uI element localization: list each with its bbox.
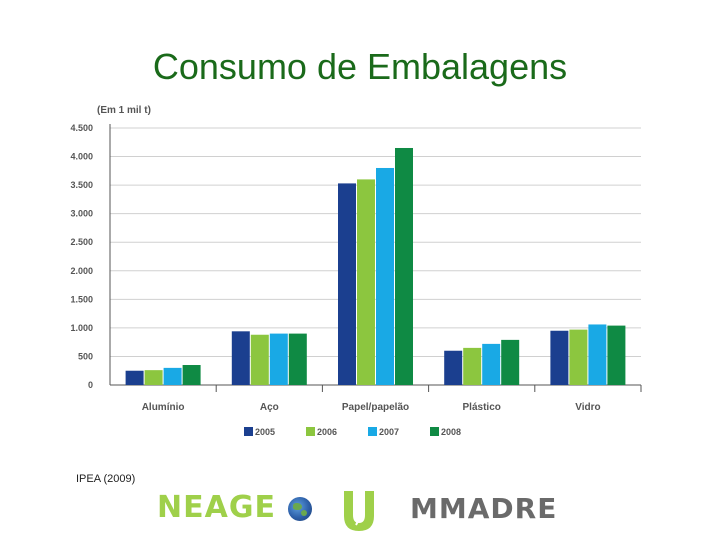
y-tick-label: 1.000: [70, 323, 93, 333]
bar-2006: [569, 329, 588, 385]
bar-2005: [444, 350, 463, 385]
y-tick-label: 500: [78, 351, 93, 361]
x-category-label: Vidro: [575, 402, 600, 413]
legend-label-2007: 2007: [379, 427, 399, 437]
y-tick-label: 3.500: [70, 180, 93, 190]
y-tick-label: 3.000: [70, 209, 93, 219]
bar-2007: [482, 343, 501, 385]
x-category-label: Aço: [260, 402, 279, 413]
y-tick-label: 1.500: [70, 294, 93, 304]
legend-swatch-2007: [368, 427, 377, 436]
bar-2007: [376, 167, 394, 385]
bar-2006: [250, 334, 269, 385]
bar-2006: [357, 179, 375, 385]
bar-2006: [144, 370, 163, 385]
slide-title: Consumo de Embalagens: [152, 46, 568, 87]
bar-2005: [125, 370, 144, 385]
y-tick-label: 4.500: [70, 123, 93, 133]
y-tick-label: 2.000: [70, 266, 93, 276]
bar-2008: [182, 365, 201, 385]
y-tick-label: 4.000: [70, 152, 93, 162]
bar-2007: [163, 367, 182, 385]
x-category-label: Plástico: [463, 402, 501, 413]
y-tick-label: 0: [88, 380, 93, 390]
bar-2007: [269, 333, 288, 385]
legend-label-2008: 2008: [441, 427, 461, 437]
source-citation: IPEA (2009): [76, 473, 136, 485]
bar-2008: [288, 333, 307, 385]
legend-swatch-2006: [306, 427, 315, 436]
bar-2005: [231, 331, 250, 385]
bar-2008: [395, 147, 413, 385]
y-unit-label: (Em 1 mil t): [97, 105, 151, 116]
x-category-label: Papel/papelão: [342, 402, 409, 413]
legend-label-2005: 2005: [255, 427, 275, 437]
bar-2008: [501, 339, 520, 385]
legend-swatch-2005: [244, 427, 253, 436]
bar-2006: [463, 347, 482, 385]
bar-2008: [607, 325, 626, 385]
bar-2005: [550, 330, 569, 385]
y-tick-label: 2.500: [70, 237, 93, 247]
legend-swatch-2008: [430, 427, 439, 436]
legend-label-2006: 2006: [317, 427, 337, 437]
x-category-label: Alumínio: [142, 402, 185, 413]
bar-2005: [338, 183, 356, 385]
bar-2007: [588, 324, 607, 385]
